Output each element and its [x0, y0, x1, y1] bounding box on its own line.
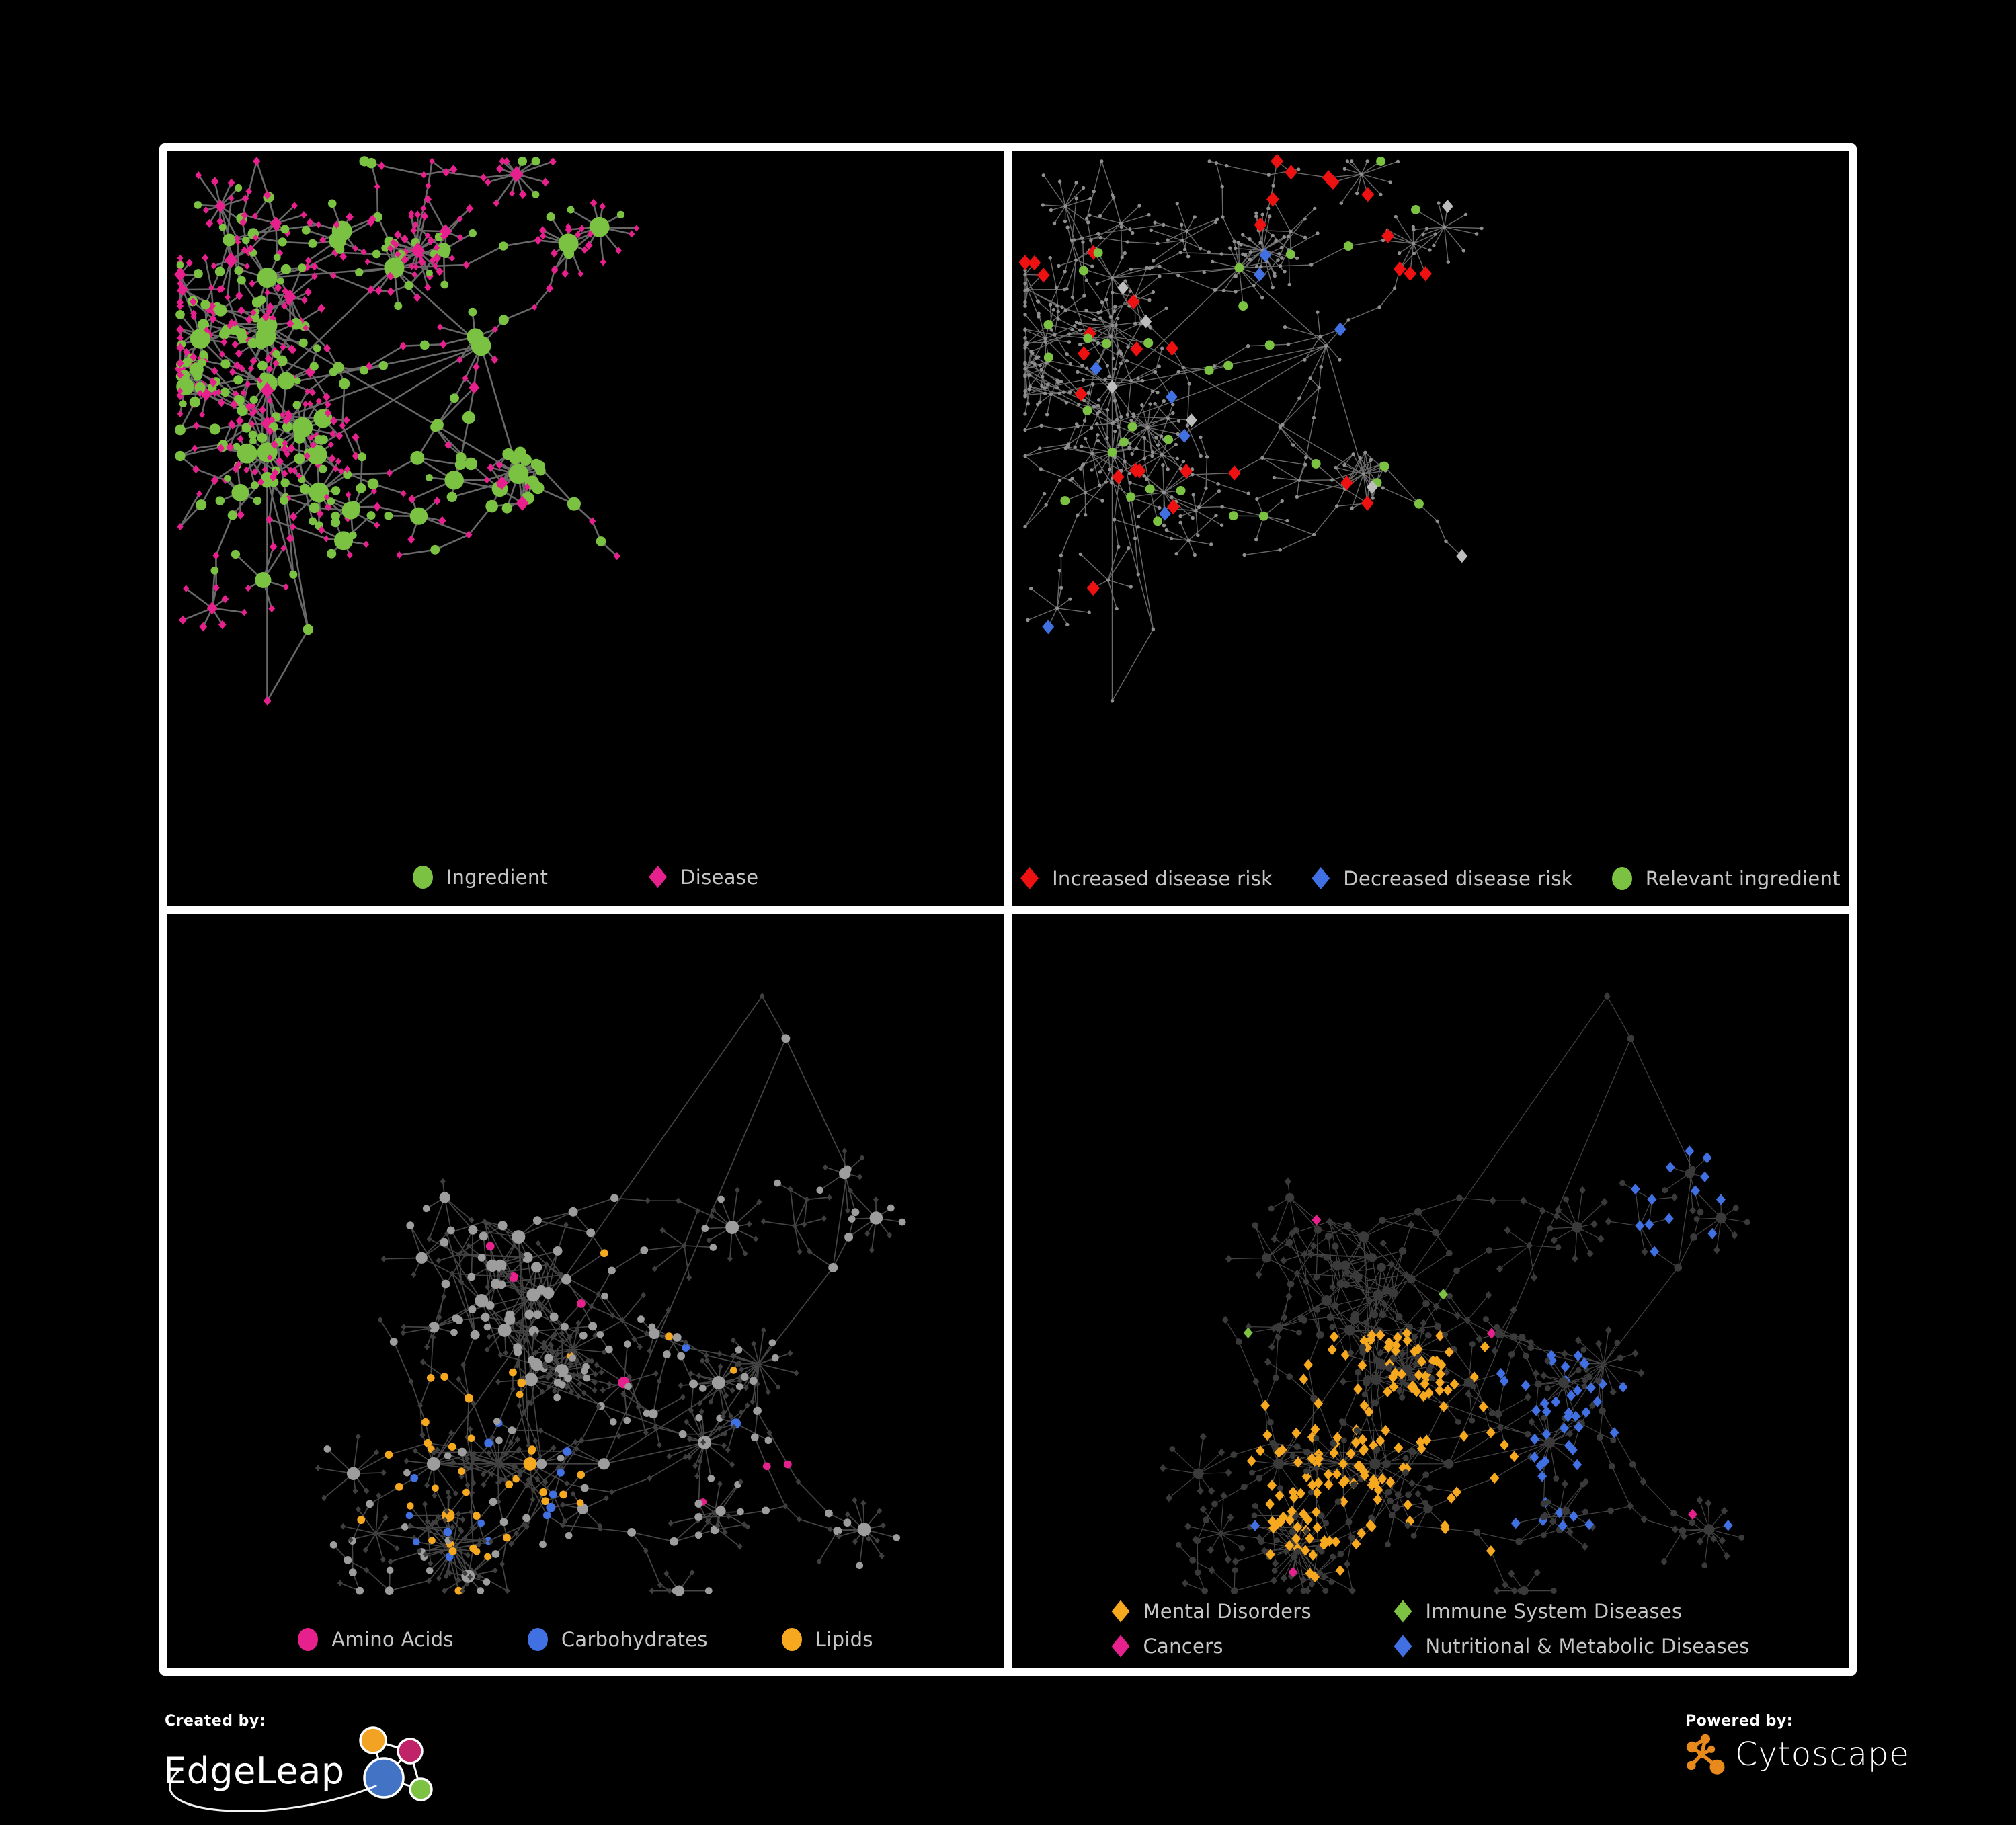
legend-label: Lipids [815, 1628, 873, 1651]
legend-item: Cancers [1111, 1635, 1223, 1658]
created-by-caption: Created by: [165, 1713, 266, 1730]
network-graph-ingredient-disease [174, 156, 640, 706]
panel-disease-classes: Mental Disorders Immune System Diseases Ca… [1012, 913, 1849, 1668]
edges-layer [317, 995, 903, 1591]
created-by-block: Created by: EdgeLeap [163, 1713, 442, 1812]
circle-marker [298, 1628, 319, 1651]
legend-item: Increased disease risk [1020, 867, 1273, 890]
powered-by-caption: Powered by: [1685, 1713, 1793, 1730]
diamond-marker [1394, 1635, 1412, 1658]
powered-by-block: Powered by: Cytoscape [1684, 1713, 1910, 1777]
legend-label: Cancers [1143, 1635, 1223, 1658]
panel-ingredient-classes: Amino Acids Carbohydrates Lipids [167, 913, 1004, 1668]
legend-item: Amino Acids [298, 1628, 454, 1651]
cytoscape-icon [1686, 1734, 1725, 1775]
panel-ingredient-disease: Ingredient Disease [167, 151, 1004, 906]
legend-label: Disease [680, 865, 759, 889]
legend-item: Relevant ingredient [1611, 866, 1841, 890]
edges-layer [1162, 995, 1748, 1591]
edges-layer [1024, 161, 1482, 702]
diamond-marker [649, 866, 668, 888]
circle-marker [781, 1628, 802, 1651]
nodes-layer [315, 992, 906, 1596]
network-graph-ingredient-classes [315, 992, 906, 1596]
legend-label: Decreased disease risk [1343, 866, 1573, 890]
network-graph-disease-risk [1018, 153, 1484, 703]
legend-item: Nutritional & Metabolic Diseases [1394, 1635, 1749, 1658]
legend-label: Nutritional & Metabolic Diseases [1425, 1635, 1750, 1658]
legend-item: Disease [649, 866, 758, 889]
panel-grid: Ingredient Disease Increased disease risk… [159, 143, 1857, 1676]
legend-label: Ingredient [446, 865, 549, 889]
legend-label: Immune System Diseases [1425, 1600, 1683, 1623]
legend-label: Carbohydrates [561, 1628, 708, 1651]
diamond-marker [1111, 1635, 1130, 1658]
legend-label: Increased disease risk [1052, 866, 1273, 890]
legend-item: Mental Disorders [1111, 1600, 1312, 1623]
legend-label: Amino Acids [331, 1628, 454, 1651]
legend-ingredient-classes: Amino Acids Carbohydrates Lipids [167, 1628, 1004, 1651]
cytoscape-logo-text: Cytoscape [1735, 1736, 1910, 1773]
legend-item: Carbohydrates [527, 1628, 708, 1651]
panel-disease-risk: Increased disease risk Decreased disease … [1012, 151, 1849, 906]
legend-label: Mental Disorders [1143, 1600, 1312, 1623]
legend-item: Decreased disease risk [1312, 867, 1572, 890]
diamond-marker [1394, 1600, 1412, 1623]
nodes-layer [174, 156, 640, 706]
edgeleap-logo-text: EdgeLeap [163, 1750, 345, 1792]
circle-marker [527, 1628, 548, 1651]
circle-marker [1611, 866, 1632, 890]
legend-item: Immune System Diseases [1394, 1600, 1682, 1623]
legend-disease-classes: Mental Disorders Immune System Diseases Ca… [1012, 1600, 1849, 1658]
nodes-layer [1159, 991, 1750, 1595]
legend-ingredient-disease: Ingredient Disease [167, 865, 1004, 889]
diamond-marker [1020, 867, 1039, 889]
edgeleap-network-icon [358, 1726, 433, 1801]
diamond-marker [1111, 1600, 1130, 1623]
circle-marker [412, 865, 433, 889]
legend-disease-risk: Increased disease risk Decreased disease … [1012, 866, 1849, 890]
legend-item: Lipids [781, 1628, 873, 1651]
legend-label: Relevant ingredient [1645, 866, 1841, 890]
network-graph-disease-classes [1159, 991, 1750, 1595]
diamond-marker [1312, 867, 1330, 889]
legend-item: Ingredient [412, 865, 549, 889]
